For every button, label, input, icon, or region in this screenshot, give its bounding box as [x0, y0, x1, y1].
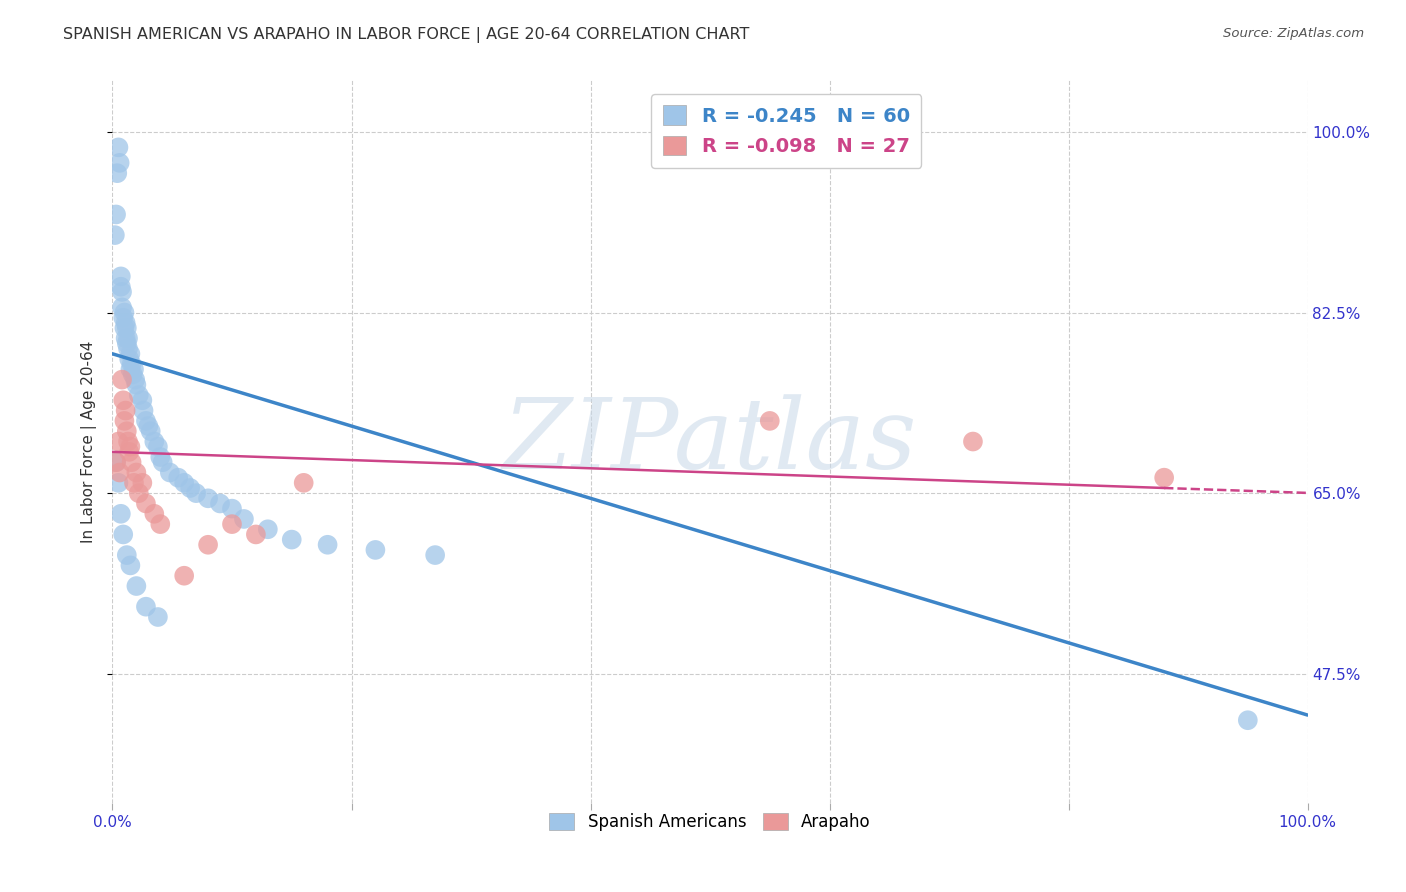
Arapaho — [759, 414, 782, 428]
Spanish Americans — [114, 305, 135, 319]
Arapaho — [114, 403, 136, 417]
Spanish Americans — [146, 610, 169, 624]
Arapaho — [131, 475, 153, 490]
Arapaho — [128, 486, 150, 500]
Text: ZIPatlas: ZIPatlas — [503, 394, 917, 489]
Spanish Americans — [1237, 713, 1260, 727]
Arapaho — [143, 507, 166, 521]
Text: SPANISH AMERICAN VS ARAPAHO IN LABOR FORCE | AGE 20-64 CORRELATION CHART: SPANISH AMERICAN VS ARAPAHO IN LABOR FOR… — [63, 27, 749, 43]
Spanish Americans — [120, 347, 142, 361]
Spanish Americans — [173, 475, 195, 490]
Spanish Americans — [257, 522, 280, 536]
Spanish Americans — [115, 321, 138, 335]
Spanish Americans — [197, 491, 219, 506]
Spanish Americans — [110, 269, 132, 284]
Spanish Americans — [167, 471, 190, 485]
Spanish Americans — [138, 419, 160, 434]
Arapaho — [962, 434, 984, 449]
Spanish Americans — [104, 228, 127, 243]
Arapaho — [221, 517, 243, 532]
Arapaho — [125, 466, 148, 480]
Arapaho — [292, 475, 315, 490]
Spanish Americans — [233, 512, 256, 526]
Spanish Americans — [149, 450, 172, 464]
Arapaho — [245, 527, 267, 541]
Spanish Americans — [281, 533, 304, 547]
Spanish Americans — [186, 486, 208, 500]
Arapaho — [135, 496, 157, 510]
Arapaho — [120, 440, 142, 454]
Text: Source: ZipAtlas.com: Source: ZipAtlas.com — [1223, 27, 1364, 40]
Spanish Americans — [114, 316, 136, 330]
Spanish Americans — [111, 301, 134, 315]
Spanish Americans — [121, 357, 143, 371]
Spanish Americans — [105, 207, 128, 221]
Spanish Americans — [209, 496, 232, 510]
Spanish Americans — [107, 475, 129, 490]
Arapaho — [197, 538, 219, 552]
Arapaho — [108, 466, 131, 480]
Spanish Americans — [135, 599, 157, 614]
Arapaho — [114, 414, 135, 428]
Spanish Americans — [146, 440, 169, 454]
Spanish Americans — [115, 548, 138, 562]
Arapaho — [121, 455, 143, 469]
Spanish Americans — [118, 351, 141, 366]
Spanish Americans — [111, 285, 134, 299]
Spanish Americans — [108, 156, 131, 170]
Spanish Americans — [110, 279, 132, 293]
Spanish Americans — [117, 331, 139, 345]
Spanish Americans — [131, 393, 153, 408]
Spanish Americans — [120, 558, 142, 573]
Spanish Americans — [122, 362, 145, 376]
Arapaho — [1153, 471, 1175, 485]
Spanish Americans — [124, 373, 146, 387]
Arapaho — [118, 445, 141, 459]
Spanish Americans — [135, 414, 157, 428]
Arapaho — [122, 475, 145, 490]
Spanish Americans — [115, 336, 138, 351]
Spanish Americans — [110, 507, 132, 521]
Spanish Americans — [125, 579, 148, 593]
Spanish Americans — [316, 538, 339, 552]
Spanish Americans — [120, 362, 142, 376]
Spanish Americans — [152, 455, 174, 469]
Spanish Americans — [114, 321, 135, 335]
Spanish Americans — [364, 542, 387, 557]
Y-axis label: In Labor Force | Age 20-64: In Labor Force | Age 20-64 — [80, 341, 97, 542]
Spanish Americans — [179, 481, 201, 495]
Arapaho — [149, 517, 172, 532]
Spanish Americans — [125, 377, 148, 392]
Spanish Americans — [121, 368, 143, 382]
Spanish Americans — [117, 342, 139, 356]
Spanish Americans — [105, 166, 128, 180]
Arapaho — [117, 434, 139, 449]
Arapaho — [112, 393, 135, 408]
Spanish Americans — [143, 434, 166, 449]
Spanish Americans — [112, 310, 135, 325]
Arapaho — [173, 568, 195, 582]
Arapaho — [115, 424, 138, 438]
Spanish Americans — [114, 331, 136, 345]
Legend: Spanish Americans, Arapaho: Spanish Americans, Arapaho — [543, 806, 877, 838]
Spanish Americans — [128, 388, 150, 402]
Spanish Americans — [139, 424, 162, 438]
Spanish Americans — [112, 527, 135, 541]
Spanish Americans — [107, 140, 129, 154]
Spanish Americans — [425, 548, 447, 562]
Spanish Americans — [159, 466, 181, 480]
Spanish Americans — [132, 403, 155, 417]
Spanish Americans — [105, 455, 128, 469]
Arapaho — [107, 434, 129, 449]
Arapaho — [105, 455, 128, 469]
Spanish Americans — [221, 501, 243, 516]
Arapaho — [111, 373, 134, 387]
